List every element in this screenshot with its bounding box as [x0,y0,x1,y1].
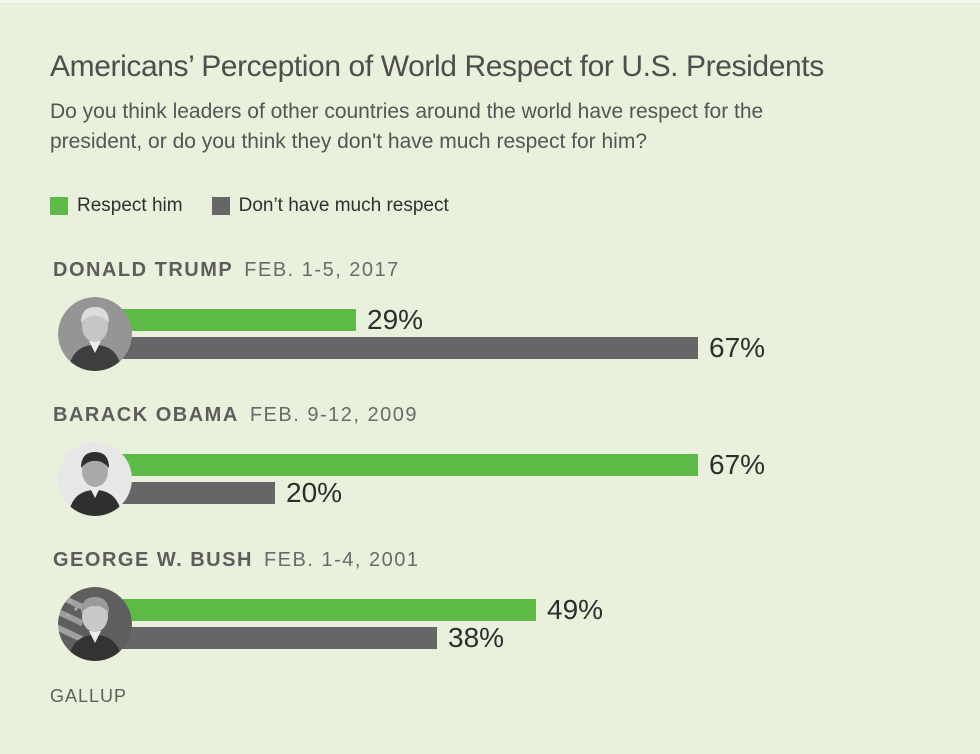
respect-value-label: 29% [367,304,424,335]
bar-row: 67% 20% [58,441,940,517]
no-respect-bar-line: 67% [95,332,766,363]
bar-row: 29% 67% [58,296,940,372]
president-sections: DONALD TRUMP FEB. 1-5, 2017 29% 67% BARA… [50,259,940,662]
chart-subtitle: Do you think leaders of other countries … [50,100,764,153]
poll-date: FEB. 1-5, 2017 [244,259,400,281]
president-name: GEORGE W. BUSH [53,549,253,571]
george-w-bush-portrait [58,587,132,661]
respect-bar-line: 67% [95,449,766,480]
no-respect-value-label: 38% [448,622,505,653]
bar-row: 49% 38% [58,586,940,662]
donald-trump-portrait [58,297,132,371]
president-name: DONALD TRUMP [53,259,234,281]
respect-swatch-icon [50,197,68,215]
legend-item-respect: Respect him [50,195,183,217]
no-respect-bar-line: 38% [95,622,603,653]
legend-label-no-respect: Don’t have much respect [238,195,449,216]
bar-group: 67% 20% [95,449,766,508]
respect-bar [95,309,356,331]
no-respect-bar-line: 20% [95,477,765,508]
president-section: GEORGE W. BUSH FEB. 1-4, 2001 49% 38% [50,549,940,662]
president-name: BARACK OBAMA [53,404,239,426]
respect-value-label: 67% [709,449,766,480]
bar-group: 49% 38% [95,594,604,653]
respect-value-label: 49% [547,594,604,625]
president-header: BARACK OBAMA FEB. 9-12, 2009 [53,404,940,427]
respect-bar [95,454,698,476]
president-section: BARACK OBAMA FEB. 9-12, 2009 67% 20% [50,404,940,517]
chart-title: Americans’ Perception of World Respect f… [50,50,824,83]
gallup-chart: Americans’ Perception of World Respect f… [0,3,980,662]
legend-label-respect: Respect him [77,195,183,216]
president-section: DONALD TRUMP FEB. 1-5, 2017 29% 67% [50,259,940,372]
respect-bar-line: 29% [95,304,765,335]
source-label: GALLUP [50,686,128,706]
poll-date: FEB. 9-12, 2009 [249,404,418,426]
no-respect-swatch-icon [211,197,230,215]
respect-bar [95,599,536,621]
poll-date: FEB. 1-4, 2001 [263,549,420,571]
legend-item-no-respect: Don’t have much respect [211,195,449,217]
no-respect-bar [95,337,698,359]
no-respect-value-label: 20% [286,477,343,508]
no-respect-bar [95,627,437,649]
barack-obama-portrait [58,442,132,516]
no-respect-value-label: 67% [709,332,766,363]
bar-group: 29% 67% [95,304,766,363]
respect-bar-line: 49% [95,594,604,625]
president-header: GEORGE W. BUSH FEB. 1-4, 2001 [53,549,940,572]
president-header: DONALD TRUMP FEB. 1-5, 2017 [53,259,940,282]
legend: Respect him Don’t have much respect [50,195,940,217]
no-respect-bar [95,482,275,504]
